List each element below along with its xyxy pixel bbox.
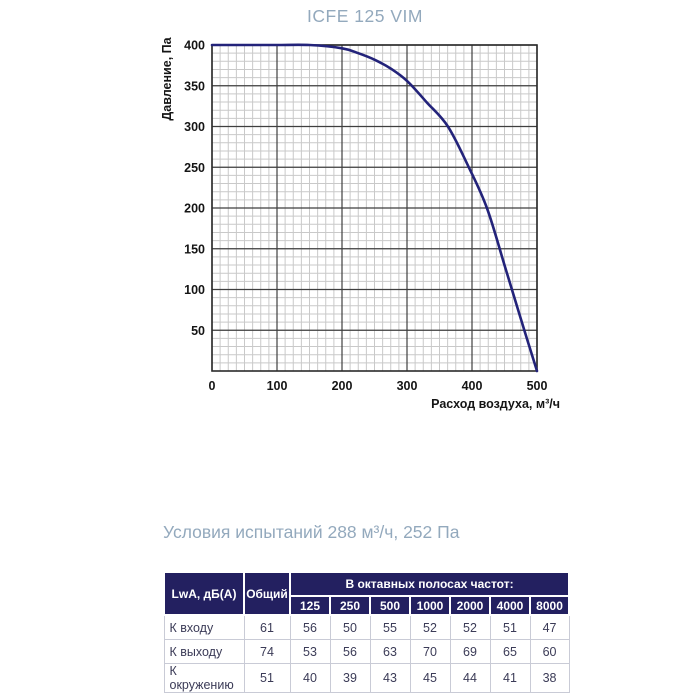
y-tick-label: 300 [184, 120, 205, 134]
cell-total: 61 [243, 614, 291, 640]
test-conditions-text: Условия испытаний 288 м³/ч, 252 Па [163, 522, 460, 542]
cell-value: 45 [409, 663, 451, 693]
x-tick-label: 400 [462, 379, 483, 393]
cell-value: 60 [529, 639, 570, 664]
cell-total: 74 [243, 639, 291, 664]
cell-value: 56 [289, 614, 331, 640]
table-header-total: Общий [243, 571, 291, 616]
chart-title: ICFE 125 VIM [307, 6, 423, 26]
pressure-flow-chart: 50 100 150 200 250 300 350 400 0 100 200 300 400 500 Д… [160, 36, 560, 411]
table-row-inlet: К входу 61 56 50 55 52 52 51 47 [163, 614, 570, 640]
cell-total: 51 [243, 663, 291, 693]
cell-value: 56 [329, 639, 371, 664]
row-label: К окружению [163, 663, 245, 693]
table-header-freq-125: 125 [289, 595, 331, 616]
cell-value: 50 [329, 614, 371, 640]
table-row-outlet: К выходу 74 53 56 63 70 69 65 60 [163, 639, 570, 664]
cell-value: 53 [289, 639, 331, 664]
cell-value: 51 [489, 614, 531, 640]
y-tick-label: 400 [184, 39, 205, 53]
fan-curve [210, 43, 539, 373]
table-header-freq-2000: 2000 [449, 595, 491, 616]
cell-value: 69 [449, 639, 491, 664]
cell-value: 63 [369, 639, 411, 664]
cell-value: 52 [449, 614, 491, 640]
x-tick-label: 100 [267, 379, 288, 393]
cell-value: 47 [529, 614, 570, 640]
cell-value: 43 [369, 663, 411, 693]
table-header-octave-group: В октавных полосах частот: [288, 571, 571, 597]
y-axis-label: Давление, Па [160, 36, 174, 120]
row-label: К выходу [163, 639, 245, 664]
noise-level-table: LwA, дБ(A) Общий В октавных полосах част… [163, 571, 571, 693]
table-header-freq-8000: 8000 [528, 595, 571, 616]
y-tick-label: 350 [184, 79, 205, 93]
table-row-surroundings: К окружению 51 40 39 43 45 44 41 38 [163, 663, 570, 693]
y-tick-label: 150 [184, 242, 205, 256]
x-tick-label: 300 [397, 379, 418, 393]
cell-value: 38 [529, 663, 570, 693]
x-tick-label: 500 [527, 379, 548, 393]
x-tick-label: 200 [332, 379, 353, 393]
cell-value: 41 [489, 663, 531, 693]
y-tick-label: 250 [184, 161, 205, 175]
table-header-freq-1000: 1000 [409, 595, 451, 616]
cell-value: 65 [489, 639, 531, 664]
row-label: К входу [163, 614, 245, 640]
cell-value: 44 [449, 663, 491, 693]
x-tick-label: 0 [209, 379, 216, 393]
cell-value: 40 [289, 663, 331, 693]
table-header-freq-4000: 4000 [489, 595, 531, 616]
cell-value: 52 [409, 614, 451, 640]
table-header-freq-250: 250 [329, 595, 371, 616]
table-header-freq-500: 500 [369, 595, 411, 616]
cell-value: 70 [409, 639, 451, 664]
cell-value: 39 [329, 663, 371, 693]
cell-value: 55 [369, 614, 411, 640]
y-tick-label: 200 [184, 202, 205, 216]
y-tick-label: 100 [184, 283, 205, 297]
x-axis-label: Расход воздуха, м³/ч [431, 397, 560, 411]
plot-border [211, 44, 538, 372]
y-tick-label: 50 [191, 324, 205, 338]
table-header-lwa: LwA, дБ(A) [163, 571, 245, 616]
